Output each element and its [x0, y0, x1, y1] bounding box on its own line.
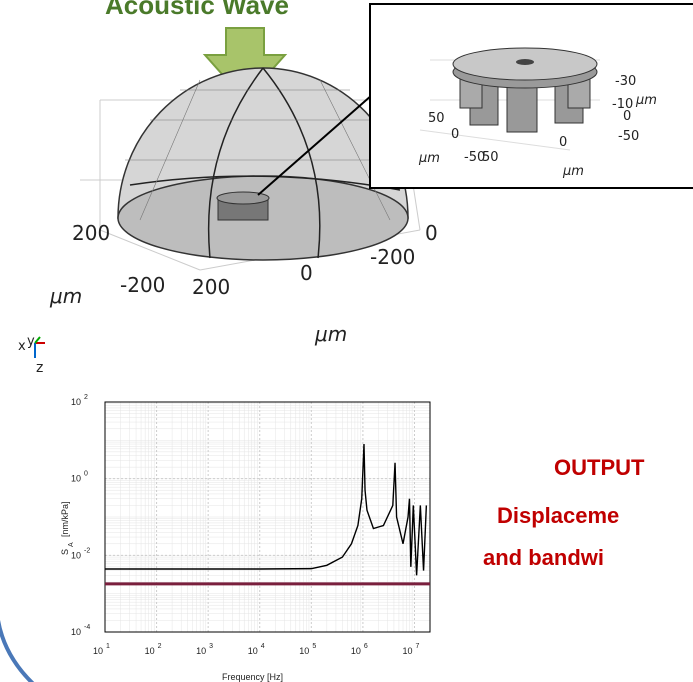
y-tick-exponent: 0: [84, 471, 88, 478]
mesh-axis-label: -200: [370, 245, 415, 269]
triad-label: y: [27, 334, 35, 349]
x-tick-exponent: 5: [312, 643, 316, 650]
mesh-axis-unit: μm: [314, 322, 347, 346]
mesh-axis-unit: μm: [49, 284, 82, 308]
y-axis-label-sub: A: [68, 542, 75, 547]
triad: [35, 337, 45, 358]
y-axis-label: SA [nm/kPa]: [60, 501, 75, 555]
y-tick-exponent: 2: [84, 394, 88, 401]
y-tick-exponent: -4: [84, 624, 90, 631]
output-text: and bandwi: [483, 545, 604, 570]
mesh-axis-label: -200: [120, 273, 165, 297]
x-tick-exponent: 2: [158, 643, 162, 650]
y-tick-exponent: -2: [84, 547, 90, 554]
inset-axis-label: -30: [615, 74, 636, 89]
x-tick-label: 10: [93, 646, 103, 656]
x-tick-exponent: 4: [261, 643, 265, 650]
y-tick-label: 10: [71, 474, 81, 484]
y-tick-label: 10: [71, 627, 81, 637]
x-tick-label: 10: [299, 646, 309, 656]
inset-axis-label: 0: [559, 135, 567, 150]
output-text: Displaceme: [497, 503, 619, 528]
inset-axis-label: -50: [618, 129, 639, 144]
inset-axis-unit: μm: [635, 93, 657, 108]
x-axis-label: Frequency [Hz]: [222, 672, 283, 682]
output-text: OUTPUT: [554, 455, 645, 480]
mesh-axis-label: 0: [300, 261, 313, 285]
x-tick-label: 10: [145, 646, 155, 656]
inset-axis-unit: μm: [562, 164, 584, 179]
mesh-axis-label: 200: [72, 221, 110, 245]
x-tick-label: 10: [402, 646, 412, 656]
mesh-dome: [118, 68, 408, 260]
figure: Acoustic Wave 2000-200-2002000μmμmxyz-30…: [0, 0, 693, 682]
triad-label: x: [18, 339, 26, 354]
decor-arc: [0, 620, 40, 682]
mesh-axis-label: 200: [192, 275, 230, 299]
y-tick-label: 10: [71, 397, 81, 407]
x-tick-exponent: 6: [364, 643, 368, 650]
x-tick-exponent: 7: [415, 643, 419, 650]
inset-axis-label: 50: [428, 111, 445, 126]
inset-axis-label: 0: [623, 109, 631, 124]
slide: Acoustic Wave 2000-200-2002000μmμmxyz-30…: [0, 0, 693, 682]
inset-axis-unit: μm: [418, 151, 440, 166]
x-tick-label: 10: [196, 646, 206, 656]
inset-axis-label: 0: [451, 127, 459, 142]
x-tick-exponent: 3: [209, 643, 213, 650]
x-tick-label: 10: [248, 646, 258, 656]
x-tick-exponent: 1: [106, 643, 110, 650]
x-tick-label: 10: [351, 646, 361, 656]
triad-label: z: [36, 360, 43, 376]
y-axis-label-symbol: S: [60, 549, 70, 555]
mesh-axis-label: 0: [425, 221, 438, 245]
wave-title: Acoustic Wave: [105, 0, 289, 20]
y-tick-label: 10: [71, 550, 81, 560]
y-axis-label-unit: [nm/kPa]: [60, 501, 70, 537]
inset-axis-label: 50: [482, 150, 499, 165]
